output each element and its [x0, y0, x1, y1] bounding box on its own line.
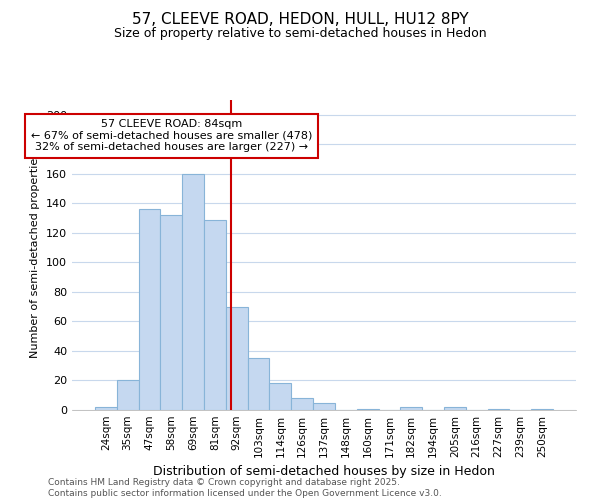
Bar — [182, 174, 204, 410]
Bar — [269, 384, 291, 410]
Text: Size of property relative to semi-detached houses in Hedon: Size of property relative to semi-detach… — [113, 28, 487, 40]
Y-axis label: Number of semi-detached properties: Number of semi-detached properties — [31, 152, 40, 358]
Bar — [117, 380, 139, 410]
Bar — [313, 402, 335, 410]
Bar — [488, 408, 509, 410]
Bar — [248, 358, 269, 410]
Text: 57, CLEEVE ROAD, HEDON, HULL, HU12 8PY: 57, CLEEVE ROAD, HEDON, HULL, HU12 8PY — [131, 12, 469, 28]
Bar — [160, 215, 182, 410]
X-axis label: Distribution of semi-detached houses by size in Hedon: Distribution of semi-detached houses by … — [153, 466, 495, 478]
Bar — [531, 408, 553, 410]
Bar — [291, 398, 313, 410]
Bar — [204, 220, 226, 410]
Text: Contains HM Land Registry data © Crown copyright and database right 2025.
Contai: Contains HM Land Registry data © Crown c… — [48, 478, 442, 498]
Bar — [444, 407, 466, 410]
Bar — [226, 306, 248, 410]
Text: 57 CLEEVE ROAD: 84sqm
← 67% of semi-detached houses are smaller (478)
32% of sem: 57 CLEEVE ROAD: 84sqm ← 67% of semi-deta… — [31, 119, 312, 152]
Bar — [357, 408, 379, 410]
Bar — [95, 407, 117, 410]
Bar — [400, 407, 422, 410]
Bar — [139, 209, 160, 410]
